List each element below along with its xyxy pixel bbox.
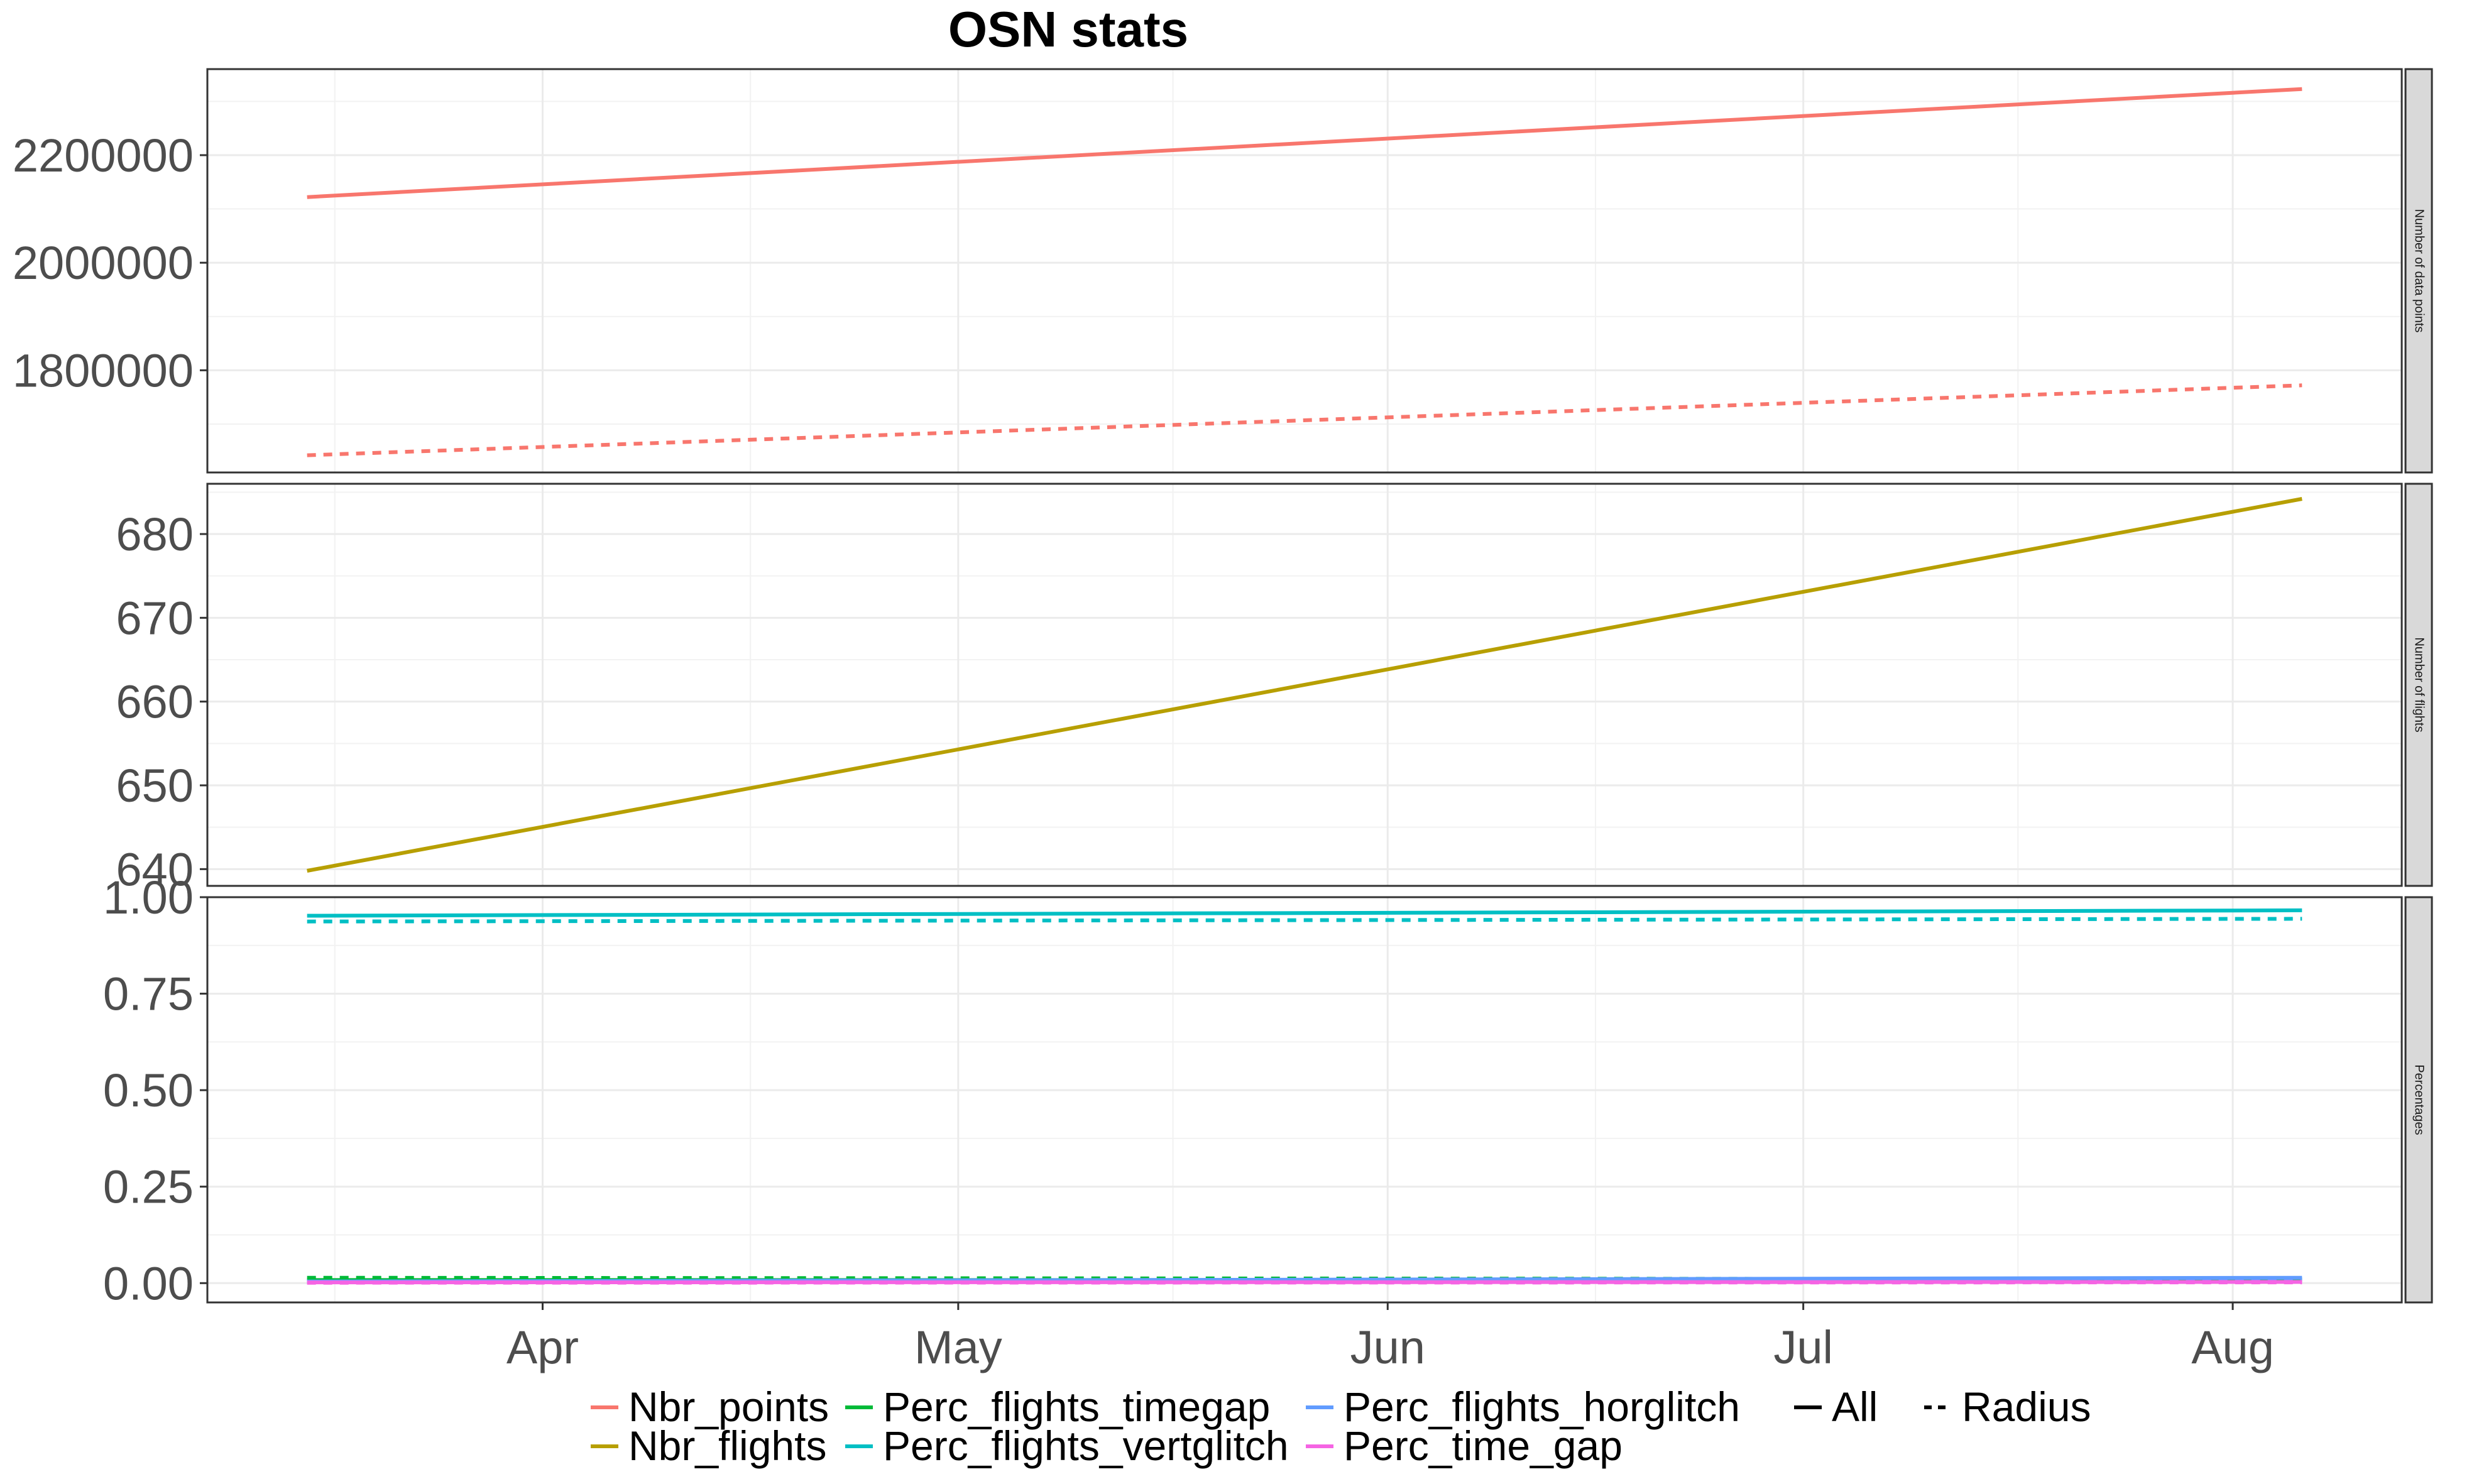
facet-strip — [2404, 483, 2433, 887]
legend-label-perc-flights-vertglitch: Perc_flights_vertglitch — [883, 1422, 1289, 1469]
facet-strip-label: Number of data points — [2412, 209, 2426, 333]
legend-label-perc-flights-horglitch: Perc_flights_horglitch — [1344, 1383, 1740, 1430]
y-tick-label: 670 — [116, 592, 194, 644]
legend-label-radius: Radius — [1962, 1383, 2091, 1430]
panel-background — [207, 897, 2402, 1302]
y-tick-label: 0.75 — [103, 968, 194, 1020]
y-tick-label: 650 — [116, 760, 194, 812]
x-tick-label: Aug — [2191, 1321, 2274, 1373]
chart-panels: 1800000 2000000 2200000 Number of data poin… — [13, 68, 2433, 1309]
series-line-nbr-flights-all — [307, 497, 2302, 873]
y-tick-label: 0.25 — [103, 1161, 194, 1213]
panel-border — [206, 896, 2403, 1304]
y-tick-label: 640 — [116, 843, 194, 895]
legend-label-nbr-flights: Nbr_flights — [628, 1422, 826, 1469]
x-axis: Apr May Jun Jul Aug — [506, 1302, 2274, 1373]
legend-label-perc-time-gap: Perc_time_gap — [1344, 1422, 1623, 1469]
y-tick-label: 1800000 — [13, 344, 194, 396]
panel-border — [206, 68, 2403, 474]
y-tick-label: 0.00 — [103, 1257, 194, 1309]
legend-label-all: All — [1832, 1383, 1878, 1430]
series-line-nbr-points-all — [307, 87, 2302, 199]
legend-label-perc-flights-timegap: Perc_flights_timegap — [883, 1383, 1270, 1430]
series-line-perc-flights-vertglitch-radius — [307, 917, 2302, 924]
x-tick-label: Jul — [1773, 1321, 1833, 1373]
x-tick-label: May — [914, 1321, 1002, 1373]
panel-percentages: 0.00 0.25 0.50 0.75 1.00 Percentages — [103, 871, 2433, 1309]
x-tick-label: Jun — [1350, 1321, 1425, 1373]
facet-strip-label: Percentages — [2412, 1064, 2426, 1135]
series-line-perc-time-gap-radius — [307, 1280, 2302, 1285]
panel-background — [207, 69, 2402, 472]
y-tick-label: 660 — [116, 676, 194, 728]
series-line-nbr-points-radius — [307, 383, 2302, 457]
y-tick-label: 2200000 — [13, 129, 194, 182]
y-tick-label: 0.50 — [103, 1064, 194, 1116]
facet-strip — [2404, 896, 2433, 1304]
y-tick-label: 680 — [116, 508, 194, 560]
chart-title: OSN stats — [948, 1, 1188, 57]
y-tick-label: 1.00 — [103, 871, 194, 924]
legend-label-nbr-points: Nbr_points — [628, 1383, 829, 1430]
panel-border — [206, 483, 2403, 887]
panel-number-of-data-points: 1800000 2000000 2200000 Number of data poin… — [13, 68, 2433, 474]
facet-strip-label: Number of flights — [2412, 637, 2426, 732]
y-tick-label: 2000000 — [13, 237, 194, 289]
x-tick-label: Apr — [506, 1321, 579, 1373]
facet-strip — [2404, 68, 2433, 474]
panel-number-of-flights: 640 650 660 670 680 Number of flights — [116, 483, 2433, 895]
series-line-perc-flights-vertglitch-all — [307, 908, 2302, 918]
